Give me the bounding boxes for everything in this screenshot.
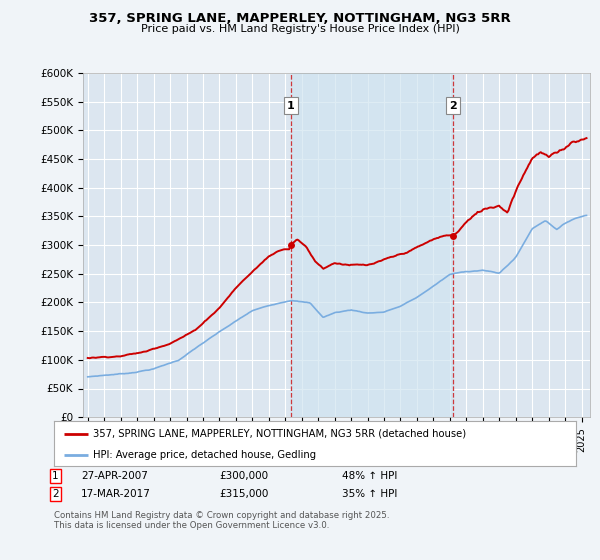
Text: Contains HM Land Registry data © Crown copyright and database right 2025.
This d: Contains HM Land Registry data © Crown c… (54, 511, 389, 530)
Text: 2: 2 (52, 489, 59, 499)
Text: 2: 2 (449, 100, 457, 110)
Text: 1: 1 (52, 471, 59, 481)
Text: Price paid vs. HM Land Registry's House Price Index (HPI): Price paid vs. HM Land Registry's House … (140, 24, 460, 34)
Text: £315,000: £315,000 (219, 489, 268, 499)
Text: 1: 1 (287, 100, 295, 110)
Text: 357, SPRING LANE, MAPPERLEY, NOTTINGHAM, NG3 5RR (detached house): 357, SPRING LANE, MAPPERLEY, NOTTINGHAM,… (93, 428, 466, 438)
Text: £300,000: £300,000 (219, 471, 268, 481)
Text: 27-APR-2007: 27-APR-2007 (81, 471, 148, 481)
Text: 48% ↑ HPI: 48% ↑ HPI (342, 471, 397, 481)
Bar (290, 73, 454, 417)
Text: 17-MAR-2017: 17-MAR-2017 (81, 489, 151, 499)
Text: 357, SPRING LANE, MAPPERLEY, NOTTINGHAM, NG3 5RR: 357, SPRING LANE, MAPPERLEY, NOTTINGHAM,… (89, 12, 511, 25)
Text: 35% ↑ HPI: 35% ↑ HPI (342, 489, 397, 499)
Text: HPI: Average price, detached house, Gedling: HPI: Average price, detached house, Gedl… (93, 450, 316, 460)
